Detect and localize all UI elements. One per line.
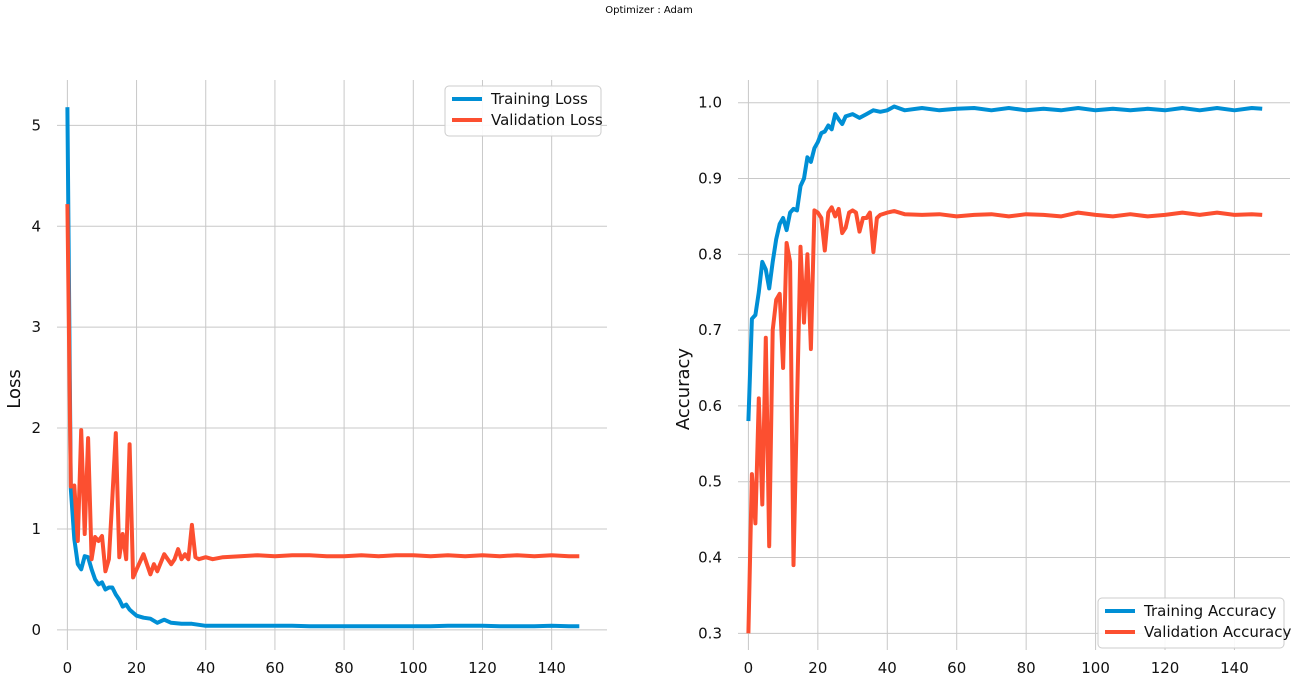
legend: Training Loss Validation Loss bbox=[444, 85, 603, 137]
y-tick-label: 5 bbox=[31, 116, 41, 134]
x-tick-label: 80 bbox=[1017, 659, 1036, 677]
series-line-training-accuracy bbox=[746, 104, 1263, 422]
figure-suptitle: Optimizer : Adam bbox=[605, 5, 693, 16]
y-tick-label: 2 bbox=[31, 419, 41, 437]
series-line-training-loss bbox=[65, 107, 580, 629]
y-axis-label: Accuracy bbox=[673, 348, 694, 431]
legend-box bbox=[444, 85, 602, 137]
y-tick-label: 0.8 bbox=[698, 245, 722, 263]
y-tick-label: 1.0 bbox=[698, 94, 722, 112]
x-tick-label: 100 bbox=[1081, 659, 1110, 677]
y-tick-label: 0 bbox=[31, 621, 41, 639]
legend-label: Validation Loss bbox=[491, 111, 603, 129]
y-axis-label: Loss bbox=[4, 369, 25, 408]
x-tick-label: 20 bbox=[127, 659, 146, 677]
legend-label: Training Loss bbox=[490, 90, 588, 108]
x-tick-label: 100 bbox=[399, 659, 428, 677]
x-tick-label: 140 bbox=[1220, 659, 1249, 677]
x-tick-label: 120 bbox=[1151, 659, 1180, 677]
y-tick-label: 4 bbox=[31, 217, 41, 235]
y-tick-label: 0.5 bbox=[698, 473, 722, 491]
y-tick-label: 0.3 bbox=[698, 624, 722, 642]
y-tick-label: 0.7 bbox=[698, 321, 722, 339]
x-tick-label: 80 bbox=[335, 659, 354, 677]
y-tick-label: 0.4 bbox=[698, 549, 722, 567]
legend: Training Accuracy Validation Accuracy bbox=[1097, 597, 1291, 649]
y-tick-label: 1 bbox=[31, 520, 41, 538]
x-tick-label: 20 bbox=[808, 659, 827, 677]
x-tick-label: 40 bbox=[196, 659, 215, 677]
loss-chart: 0 20 40 60 80 100 120 140 0 1 2 3 4 5 Loss Training Los… bbox=[4, 80, 607, 677]
series-line-validation-loss bbox=[65, 204, 580, 580]
x-tick-label: 120 bbox=[468, 659, 497, 677]
x-tick-label: 60 bbox=[947, 659, 966, 677]
x-tick-label: 0 bbox=[63, 659, 73, 677]
legend-label: Training Accuracy bbox=[1143, 602, 1277, 620]
x-tick-label: 60 bbox=[265, 659, 284, 677]
y-tick-label: 0.9 bbox=[698, 170, 722, 188]
x-tick-label: 0 bbox=[744, 659, 754, 677]
x-tick-label: 140 bbox=[537, 659, 566, 677]
y-tick-label: 0.6 bbox=[698, 397, 722, 415]
legend-label: Validation Accuracy bbox=[1144, 623, 1291, 641]
accuracy-chart: 0 20 40 60 80 100 120 140 0.3 0.4 0.5 0.6 0.7 0.8 0.9 1… bbox=[673, 80, 1291, 677]
x-tick-label: 40 bbox=[878, 659, 897, 677]
legend-box bbox=[1097, 597, 1285, 649]
y-tick-label: 3 bbox=[31, 318, 41, 336]
series-line-validation-accuracy bbox=[746, 205, 1263, 634]
